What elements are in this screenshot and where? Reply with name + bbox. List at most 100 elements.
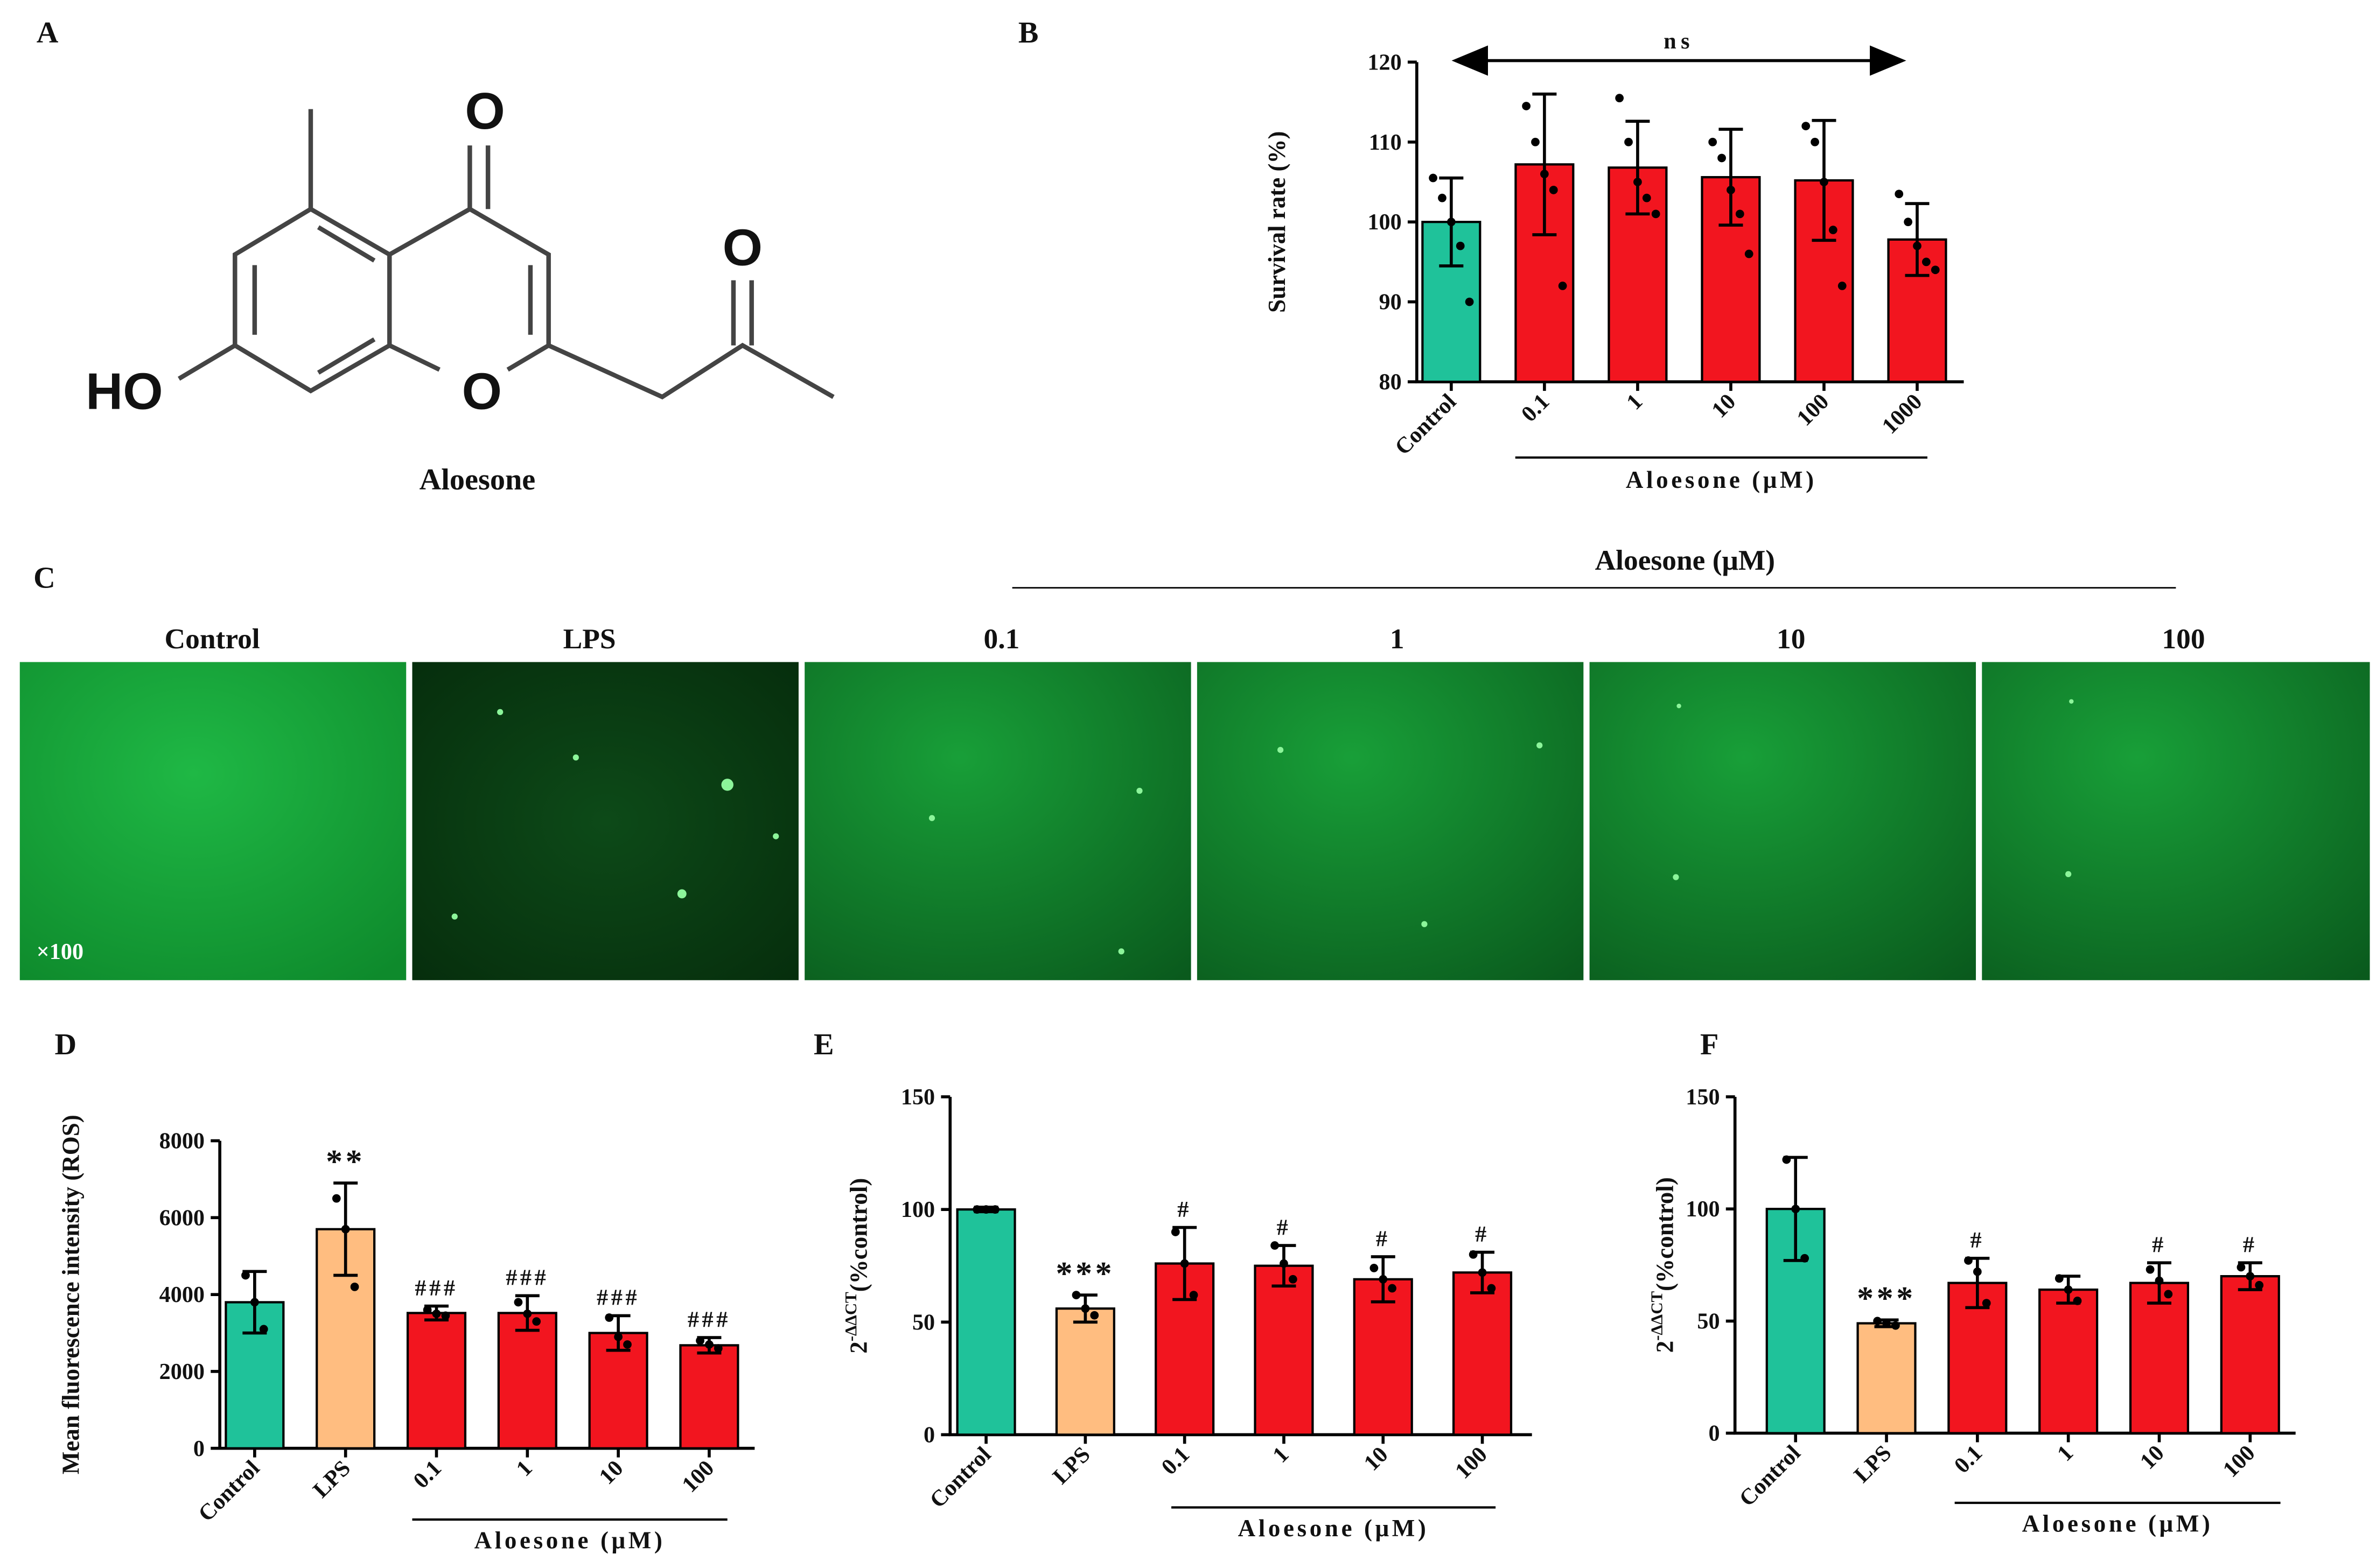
data-point: [705, 1340, 714, 1349]
data-point: [259, 1325, 268, 1334]
bond: [308, 109, 533, 335]
data-point: [991, 1205, 1000, 1214]
data-point: [1801, 122, 1811, 130]
data-point: [1081, 1304, 1090, 1313]
chart: 0 50 100 150 2-ΔΔCT(%control) Control LPS *** 0.…: [1647, 1084, 2296, 1537]
data-point: [432, 1309, 441, 1318]
group-label: Aloesone (μM): [1238, 1515, 1429, 1542]
bar: [1353, 1278, 1413, 1436]
group-label: Aloesone (μM): [474, 1527, 666, 1553]
x-tick-label: LPS: [308, 1455, 355, 1503]
data-point: [1288, 1275, 1297, 1284]
panel-label: A: [37, 16, 59, 50]
x-tick-label: 0.1: [1156, 1442, 1194, 1480]
bar: [2220, 1275, 2280, 1434]
significance: ###: [506, 1265, 549, 1291]
data-point: [1171, 1228, 1180, 1236]
significance: **: [326, 1143, 365, 1180]
x-tick-label: 100: [677, 1455, 719, 1497]
y-tick-label: 150: [901, 1084, 935, 1110]
panel-label: E: [814, 1028, 834, 1061]
y-axis-label: Survival rate (%): [1263, 131, 1290, 312]
y-axis-label-part: (%control): [845, 1178, 872, 1292]
data-point: [1922, 257, 1931, 267]
ring: [388, 206, 551, 372]
x-tick-label: 100: [1792, 389, 1834, 431]
x-tick-label: 1: [1268, 1442, 1294, 1468]
data-point: [350, 1283, 359, 1291]
data-point: [1522, 102, 1531, 110]
y-axis-label: 2-ΔΔCT(%control): [1647, 1177, 1679, 1353]
bar: [1856, 1322, 1917, 1434]
x-tick-label: 10: [594, 1455, 628, 1489]
image-title: 100: [2162, 622, 2205, 655]
y-tick-label: 150: [1686, 1084, 1720, 1110]
significance: ***: [1056, 1255, 1115, 1292]
panel-label: D: [54, 1028, 76, 1061]
micrograph: [19, 662, 407, 981]
micrograph: [1197, 662, 1584, 981]
bar: [1055, 1307, 1115, 1436]
axis: [1415, 62, 1964, 383]
data-point: [1642, 193, 1651, 202]
micrograph: [805, 662, 1191, 981]
significance: #: [1475, 1222, 1490, 1247]
data-point: [1478, 1268, 1487, 1277]
data-point: [1837, 282, 1847, 290]
data-point: [1540, 170, 1549, 179]
compound-name: Aloesone: [420, 463, 536, 496]
data-point: [1469, 1250, 1478, 1259]
image-title: 10: [1777, 622, 1805, 655]
data-point: [1465, 297, 1474, 306]
bar: [1254, 1264, 1314, 1436]
significance: ###: [688, 1307, 731, 1332]
y-tick-label: 50: [1697, 1308, 1720, 1334]
data-point: [1549, 185, 1558, 194]
data-point: [1189, 1291, 1198, 1299]
data-point: [982, 1205, 990, 1214]
x-tick-label: 0.1: [1949, 1440, 1988, 1479]
x-tick-label: 0.1: [1517, 389, 1555, 427]
axis: [218, 1140, 755, 1450]
y-axis-label-part: -ΔΔCT: [841, 1292, 860, 1341]
y-tick-label: 8000: [159, 1129, 205, 1154]
panel-labels: A B C D E F: [33, 16, 1718, 1061]
data-point: [1438, 193, 1446, 202]
chart: 0 2000 4000 6000 8000 Mean fluorescence inten…: [57, 1115, 755, 1553]
y-tick-label: 4000: [159, 1282, 205, 1307]
data-point: [332, 1194, 341, 1203]
atom: HO: [86, 363, 163, 421]
micrographs: Aloesone (μM) ×100 Control LPS 0.1 1 10 …: [19, 544, 2370, 981]
data-point: [1615, 94, 1624, 103]
significance: #: [1970, 1228, 1984, 1253]
data-point: [423, 1305, 432, 1314]
x-tick-label: 1: [1622, 389, 1647, 415]
bar: [406, 1312, 467, 1450]
x-tick-label: 0.1: [408, 1455, 446, 1494]
ring: [233, 206, 392, 394]
data-point: [2164, 1290, 2173, 1299]
atom: O: [723, 219, 763, 276]
data-point: [1982, 1299, 1991, 1307]
y-axis-label-part: 2: [845, 1341, 872, 1354]
x-tick-label: Control: [1390, 389, 1461, 460]
axis: [948, 1096, 1532, 1437]
y-tick-label: 2000: [159, 1359, 205, 1384]
x-tick-label: 100: [1450, 1442, 1492, 1484]
y-tick-label: 120: [1367, 50, 1401, 75]
y-tick-label: 0: [1708, 1421, 1720, 1446]
atom: O: [462, 363, 502, 421]
image-title: 1: [1390, 622, 1404, 655]
significance: ns: [1664, 29, 1694, 54]
x-tick-label: Control: [925, 1442, 996, 1513]
bar: [1452, 1271, 1513, 1436]
micrograph: [412, 662, 799, 981]
data-point: [1973, 1267, 1982, 1276]
group-label: Aloesone (μM): [2022, 1510, 2213, 1537]
data-point: [1882, 1319, 1891, 1328]
y-tick-label: 50: [912, 1310, 935, 1335]
data-point: [1487, 1284, 1496, 1293]
y-axis-label-part: 2: [1651, 1341, 1678, 1353]
data-point: [1651, 209, 1660, 219]
